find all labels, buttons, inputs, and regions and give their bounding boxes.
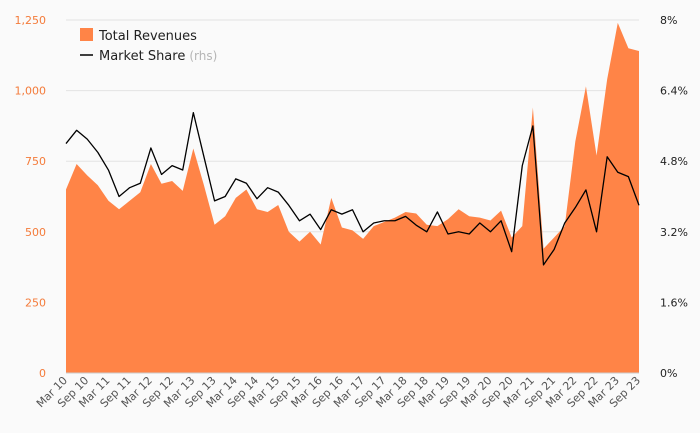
left-axis: 0 250 500 750 1,000 1,250 (15, 14, 639, 380)
left-tick-label: 250 (25, 296, 46, 309)
legend-label-market-share: Market Share (rhs) (99, 49, 217, 64)
left-tick-label: 500 (25, 226, 46, 239)
series-area-total-revenues (66, 22, 639, 373)
right-tick-label: 0% (660, 367, 677, 380)
left-tick-label: 1,250 (15, 14, 47, 27)
legend: Total Revenues Market Share (rhs) (80, 28, 217, 64)
left-tick-label: 0 (39, 367, 46, 380)
legend-label-total-revenues: Total Revenues (98, 29, 197, 44)
series-line-market-share (65, 112, 640, 266)
left-tick-label: 750 (25, 155, 46, 168)
right-tick-label: 8% (660, 14, 677, 27)
legend-label-rhs: (rhs) (189, 49, 217, 63)
left-tick-label: 1,000 (15, 85, 47, 98)
right-tick-label: 1.6% (660, 296, 688, 309)
legend-label-market-share-name: Market Share (99, 49, 185, 64)
right-tick-label: 6.4% (660, 85, 688, 98)
right-tick-label: 3.2% (660, 226, 688, 239)
right-tick-label: 4.8% (660, 155, 688, 168)
series-layer (65, 22, 640, 373)
legend-swatch-total-revenues (80, 28, 93, 41)
right-axis: 0% 1.6% 3.2% 4.8% 6.4% 8% (660, 14, 688, 380)
